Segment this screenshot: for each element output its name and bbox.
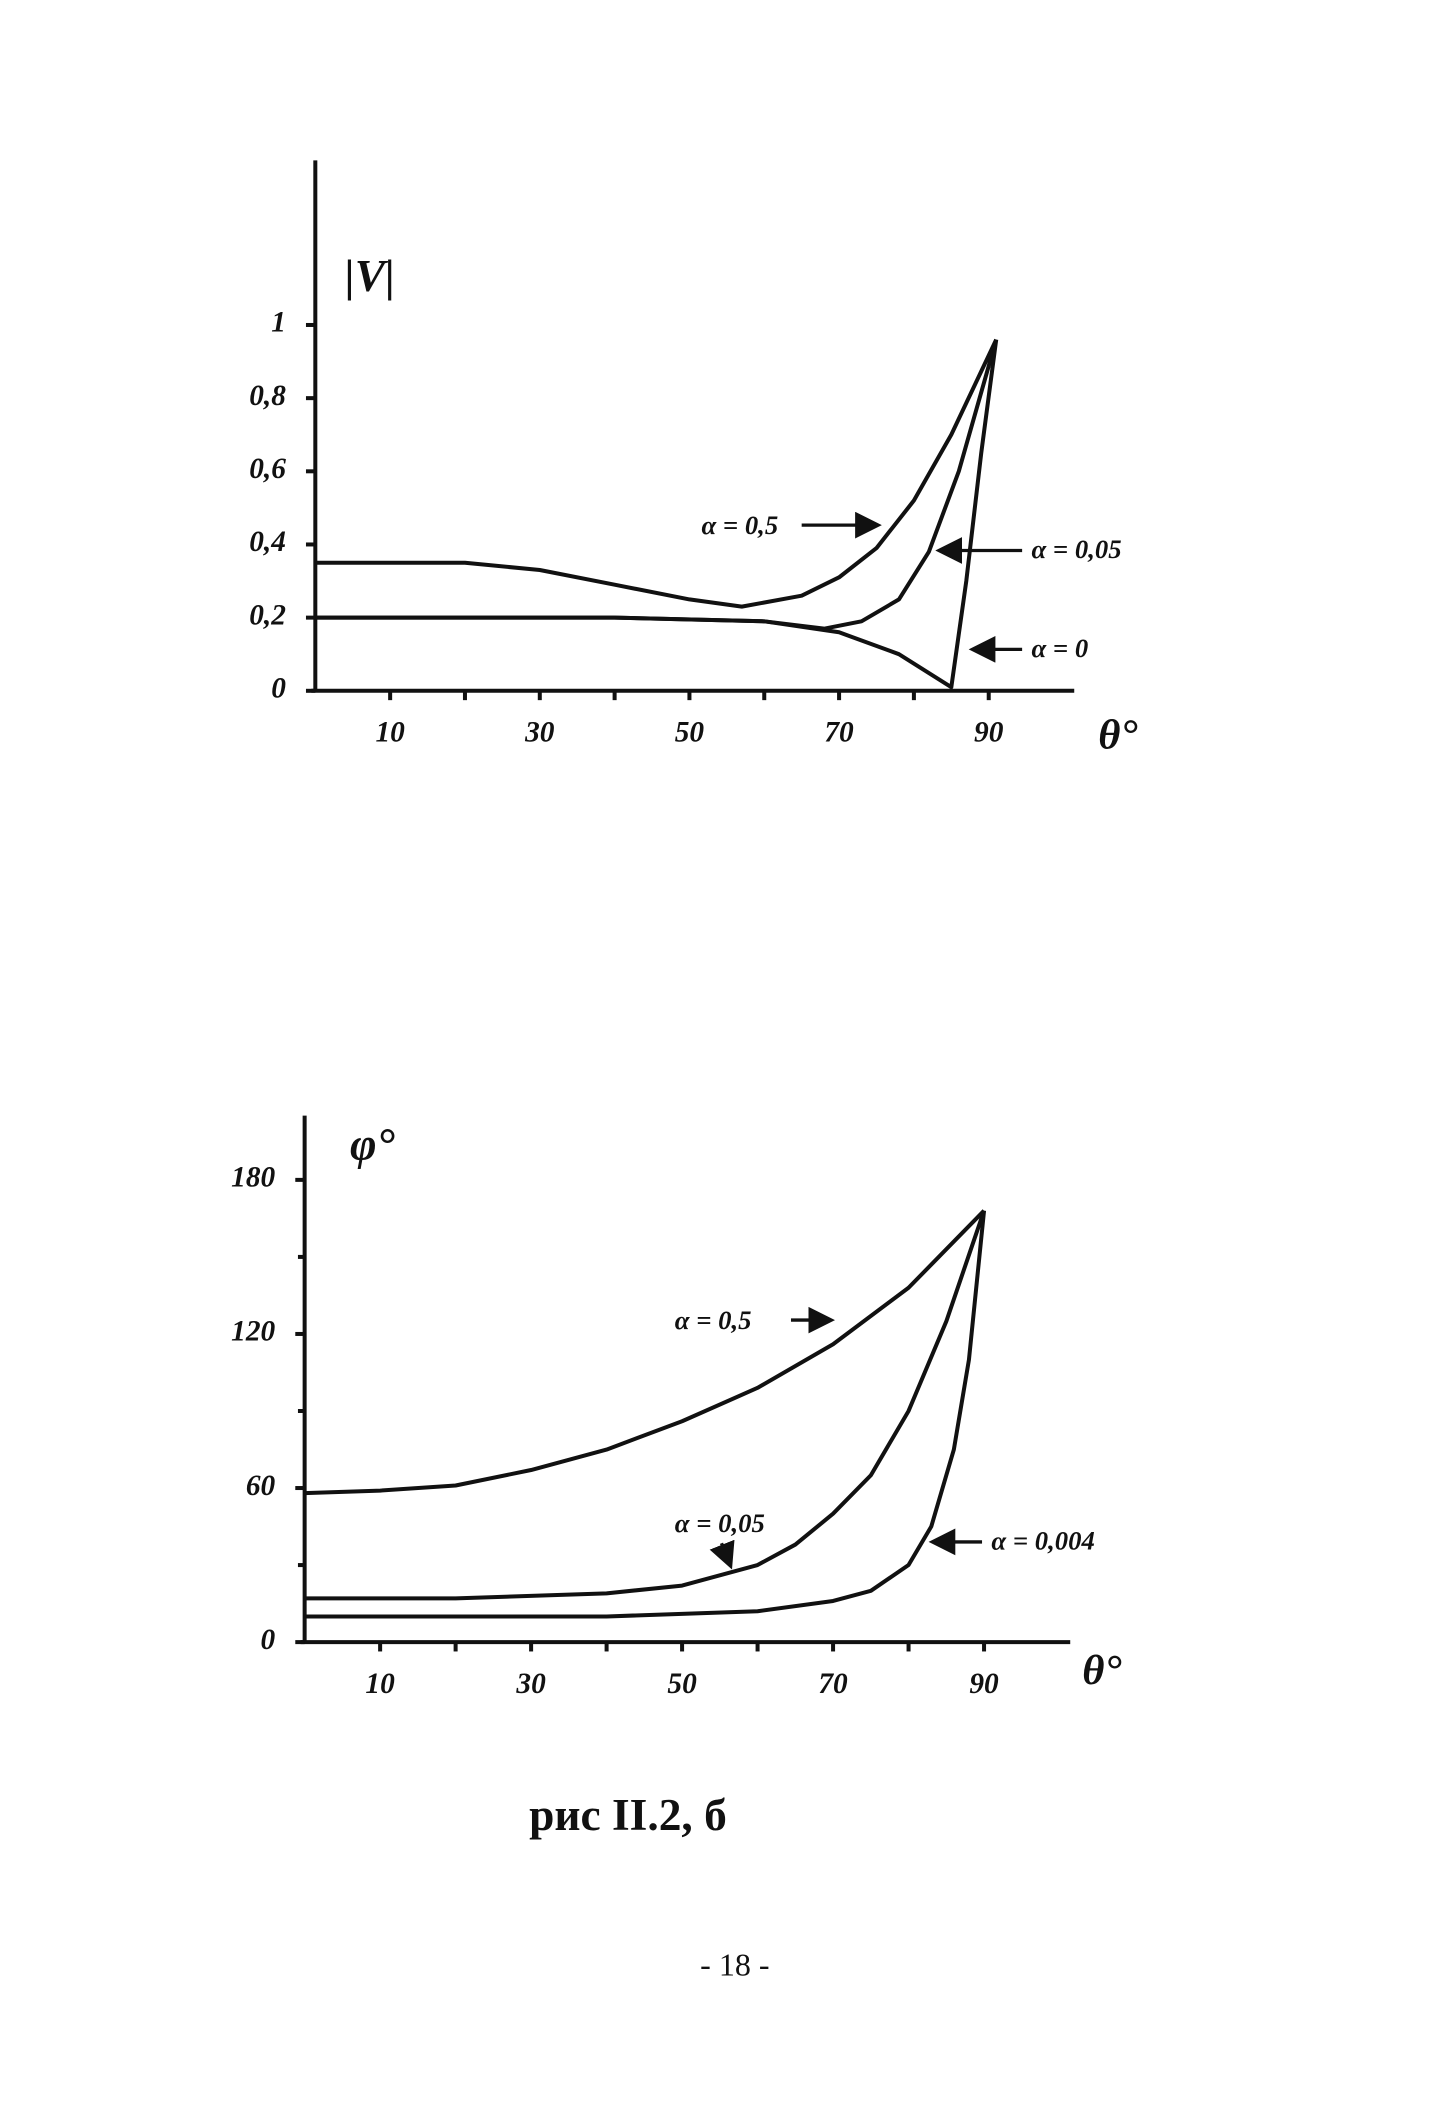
line-series	[315, 339, 999, 690]
caption: рис II.2, б	[529, 1790, 727, 1840]
y-tick-label: 180	[231, 1162, 275, 1194]
series-label: α = 0	[1031, 633, 1088, 663]
x-axis-label: θ°	[1098, 712, 1137, 759]
y-axis-label: φ°	[350, 1120, 395, 1170]
x-tick-label: 30	[515, 1668, 546, 1700]
x-tick-label: 70	[824, 717, 854, 749]
y-tick-label: 0	[271, 673, 286, 705]
series-label: α = 0,5	[701, 510, 778, 540]
y-tick-label: 0,4	[249, 526, 286, 558]
line-series	[304, 1210, 987, 1619]
y-tick-label: 120	[231, 1316, 275, 1348]
line-series	[304, 1210, 986, 1601]
y-tick-label: 1	[271, 307, 286, 339]
series-label: α = 0,05	[1031, 534, 1121, 564]
x-tick-label: 90	[974, 717, 1004, 749]
series-label: α = 0,5	[675, 1305, 752, 1335]
x-tick-label: 50	[675, 717, 705, 749]
y-tick-label: 0,6	[249, 453, 286, 485]
x-tick-label: 70	[818, 1668, 848, 1700]
x-tick-label: 10	[365, 1668, 395, 1700]
x-tick-label: 50	[667, 1668, 697, 1700]
x-tick-label: 10	[375, 717, 405, 749]
label-arrow	[709, 1539, 735, 1570]
y-axis-label: |V|	[345, 251, 395, 301]
line-series	[304, 1209, 986, 1496]
x-axis-label: θ°	[1082, 1647, 1121, 1694]
series-label: α = 0,004	[991, 1525, 1094, 1555]
series-label: α = 0,05	[675, 1508, 765, 1538]
line-series	[315, 339, 999, 631]
y-tick-label: 0	[261, 1624, 276, 1656]
page-number: - 18 -	[700, 1946, 769, 1982]
line-series	[315, 338, 999, 609]
x-tick-label: 30	[524, 717, 555, 749]
y-tick-label: 0,2	[249, 599, 286, 631]
y-tick-label: 60	[246, 1470, 276, 1502]
x-tick-label: 90	[969, 1668, 999, 1700]
y-tick-label: 0,8	[249, 380, 286, 412]
